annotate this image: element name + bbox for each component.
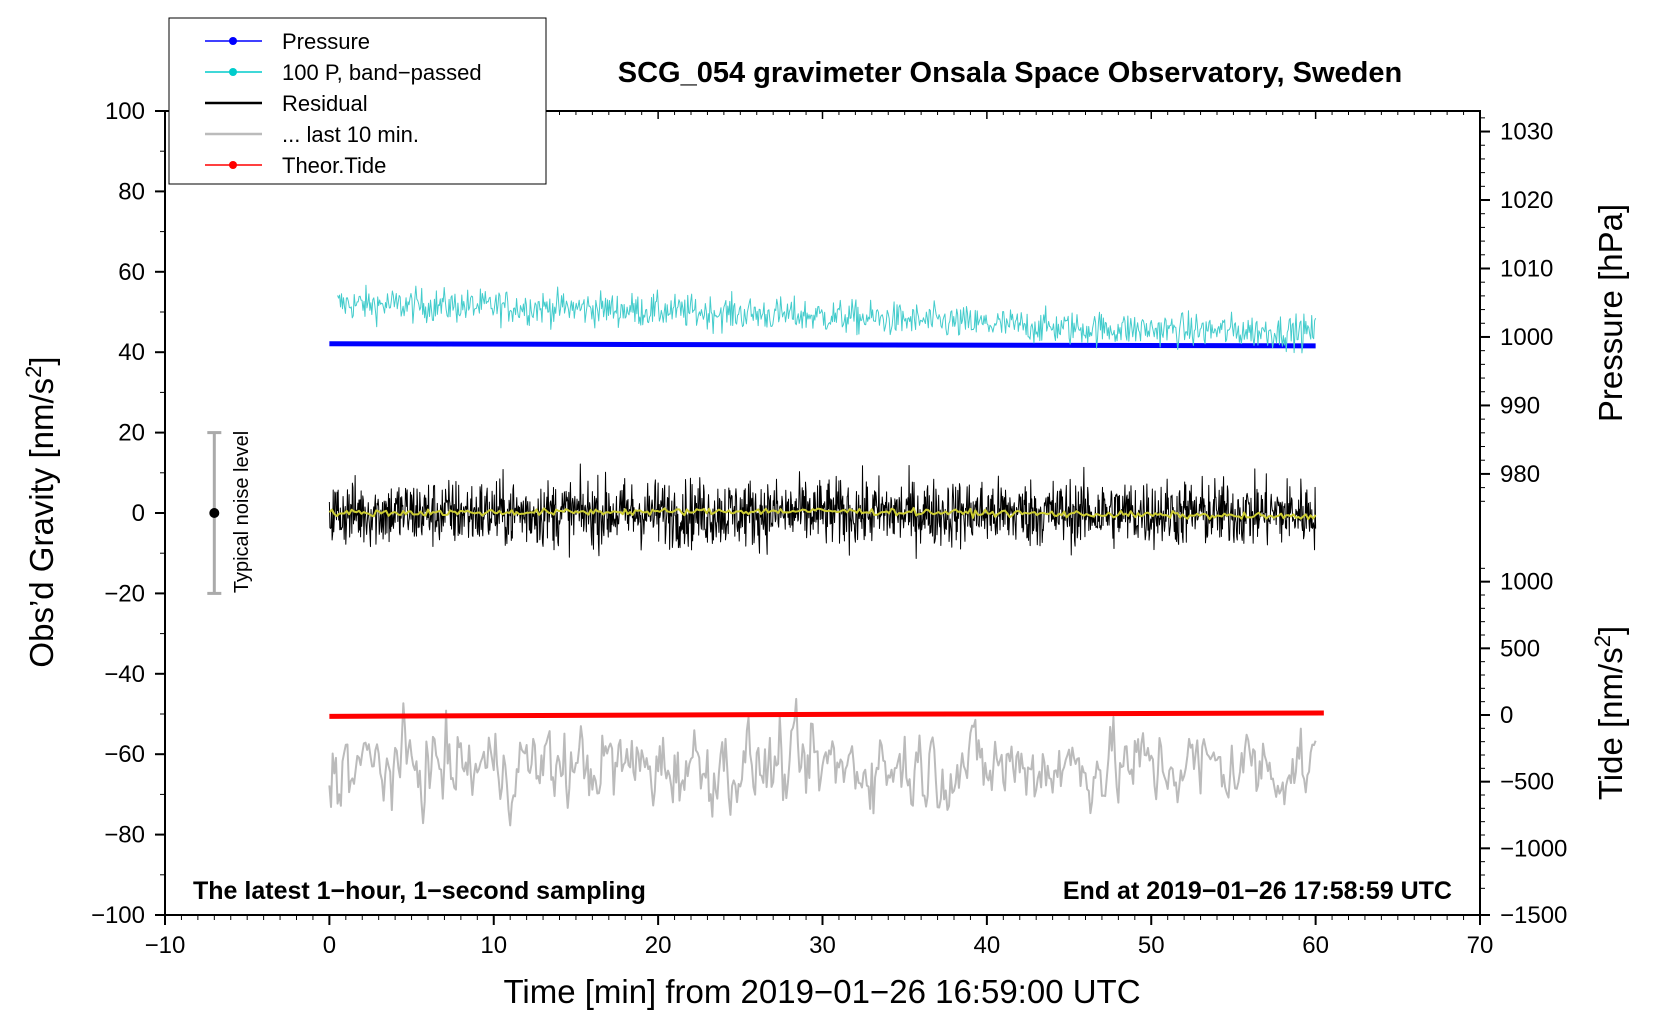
- series-theor-tide: [329, 710, 1324, 719]
- y-axis-tide: −1500 −1000 −500 0 500 1000: [1480, 567, 1567, 929]
- y-tick-label: −20: [104, 580, 145, 607]
- legend-marker-pressure: [229, 37, 237, 45]
- x-tick-label: 0: [323, 932, 336, 959]
- annotation-left: The latest 1−hour, 1−second sampling: [193, 877, 646, 905]
- y-tick-label: −100: [91, 902, 145, 929]
- y-tick-label: 20: [118, 420, 145, 447]
- noise-level-label: Typical noise level: [231, 431, 253, 593]
- y-tick-label: 100: [105, 98, 145, 125]
- y-tick-label: 60: [118, 259, 145, 286]
- x-tick-label: 60: [1302, 932, 1329, 959]
- noise-level-indicator: [207, 431, 222, 595]
- pressure-tick-label: 1020: [1500, 187, 1553, 214]
- legend-marker-100-p-band-passed: [229, 68, 237, 76]
- y-axis-pressure: 980 990 1000 1010 1020 1030: [1480, 117, 1553, 502]
- annotation-right: End at 2019−01−26 17:58:59 UTC: [1063, 877, 1452, 905]
- legend-label-last-10-min: ... last 10 min.: [282, 122, 419, 147]
- legend-marker-theor-tide: [229, 161, 237, 169]
- tide-tick-label: −1000: [1500, 835, 1567, 862]
- tide-tick-label: 1000: [1500, 569, 1553, 596]
- x-tick-label: 20: [645, 932, 672, 959]
- y-tick-label: −80: [104, 822, 145, 849]
- pressure-tick-label: 980: [1500, 461, 1540, 488]
- pressure-tick-label: 990: [1500, 392, 1540, 419]
- x-tick-label: 10: [480, 932, 507, 959]
- x-tick-label: 40: [974, 932, 1001, 959]
- tide-tick-label: 500: [1500, 635, 1540, 662]
- y-axis-title-pressure: Pressure [hPa]: [1592, 204, 1629, 422]
- y-axis-title-tide: Tide [nm/s2]: [1590, 626, 1629, 800]
- legend-box: [168, 17, 547, 185]
- series-residual-smoothed: [328, 506, 1317, 521]
- tide-tick-label: −1500: [1500, 902, 1567, 929]
- noise-bar-dot: [209, 508, 220, 518]
- legend: Pressure 100 P, band−passed Residual ... la…: [168, 17, 547, 185]
- y-axis-title-tide-close: ]: [1592, 626, 1629, 635]
- x-tick-label: −10: [145, 932, 186, 959]
- series-layer: [328, 284, 1324, 827]
- y-tick-label: 0: [132, 500, 145, 527]
- legend-label-theor-tide: Theor.Tide: [282, 153, 386, 178]
- y-axis-title-gravity-close: ]: [23, 356, 60, 365]
- y-tick-label: −40: [104, 661, 145, 688]
- tide-tick-label: 0: [1500, 702, 1513, 729]
- x-tick-label: 30: [809, 932, 836, 959]
- y-tick-label: 40: [118, 339, 145, 366]
- y-axis-title-tide-main: Tide [nm/s: [1592, 647, 1629, 800]
- y-axis-title-gravity-sup: 2: [21, 366, 46, 378]
- series-last-10-min: [328, 697, 1317, 827]
- legend-label-100-p-band-passed: 100 P, band−passed: [282, 60, 482, 85]
- series-100-p-band-passed: [337, 284, 1317, 354]
- x-tick-label: 50: [1138, 932, 1165, 959]
- y-axis-title-gravity: Obs’d Gravity [nm/s2]: [21, 356, 60, 667]
- pressure-tick-label: 1030: [1500, 119, 1553, 146]
- pressure-tick-label: 1010: [1500, 255, 1553, 282]
- x-axis: −10 0 10 20 30 40 50 60 70: [145, 111, 1494, 959]
- series-pressure: [329, 341, 1316, 349]
- legend-label-residual: Residual: [282, 91, 368, 116]
- pressure-tick-label: 1000: [1500, 324, 1553, 351]
- y-tick-label: −60: [104, 741, 145, 768]
- y-axis-title-gravity-main: Obs’d Gravity [nm/s: [23, 378, 60, 668]
- y-axis-gravity: −100 −80 −60 −40 −20 0 20 40 60 80 100: [91, 98, 165, 929]
- chart-title: SCG_054 gravimeter Onsala Space Observat…: [618, 57, 1402, 89]
- y-axis-title-tide-sup: 2: [1590, 635, 1615, 647]
- series-residual: [328, 463, 1317, 559]
- tide-tick-label: −500: [1500, 769, 1554, 796]
- x-tick-label: 70: [1467, 932, 1494, 959]
- legend-label-pressure: Pressure: [282, 29, 370, 54]
- y-tick-label: 80: [118, 178, 145, 205]
- x-axis-title: Time [min] from 2019−01−26 16:59:00 UTC: [503, 973, 1140, 1010]
